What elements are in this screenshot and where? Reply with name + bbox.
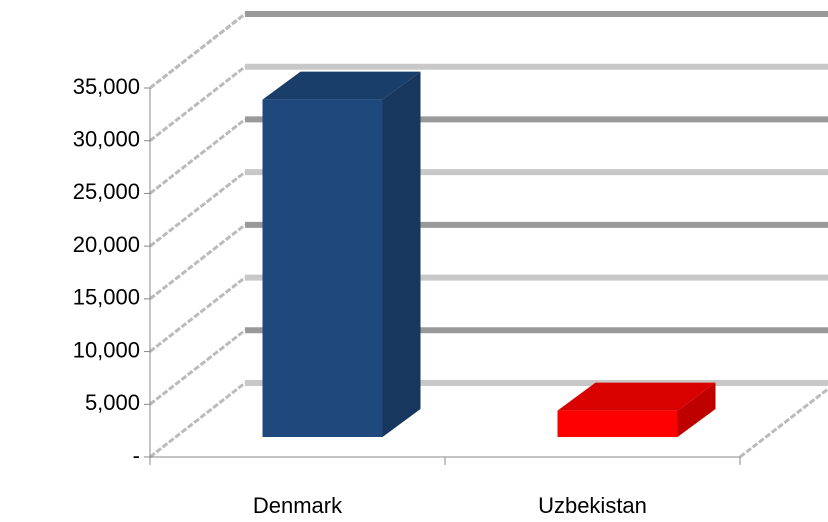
wall-line [149,381,246,459]
wall-line [149,65,246,142]
wall-line [149,223,246,301]
wall-line [149,170,246,248]
floor-right [739,387,828,459]
y-tick-label: 15,000 [73,285,140,310]
y-tick-label: 35,000 [73,74,140,99]
bar-top [557,382,716,411]
x-tick-label: Uzbekistan [538,493,647,518]
bar-side [382,71,421,437]
y-tick-label: 25,000 [73,179,140,204]
y-tick-label: 20,000 [73,232,140,257]
y-tick-label: 30,000 [73,127,140,152]
bar-front [262,99,383,437]
y-tick-label: - [133,443,140,468]
bar-side [677,382,716,437]
wall-line [149,276,246,353]
bar [262,71,421,437]
wall-line [149,118,246,195]
bar-front [557,410,678,437]
x-tick-label: Denmark [253,493,343,518]
bar [557,382,716,437]
bar-top [262,71,421,100]
y-tick-label: 5,000 [85,390,140,415]
wall-top [149,12,246,90]
wall-line [149,329,246,406]
y-tick-label: 10,000 [73,337,140,362]
